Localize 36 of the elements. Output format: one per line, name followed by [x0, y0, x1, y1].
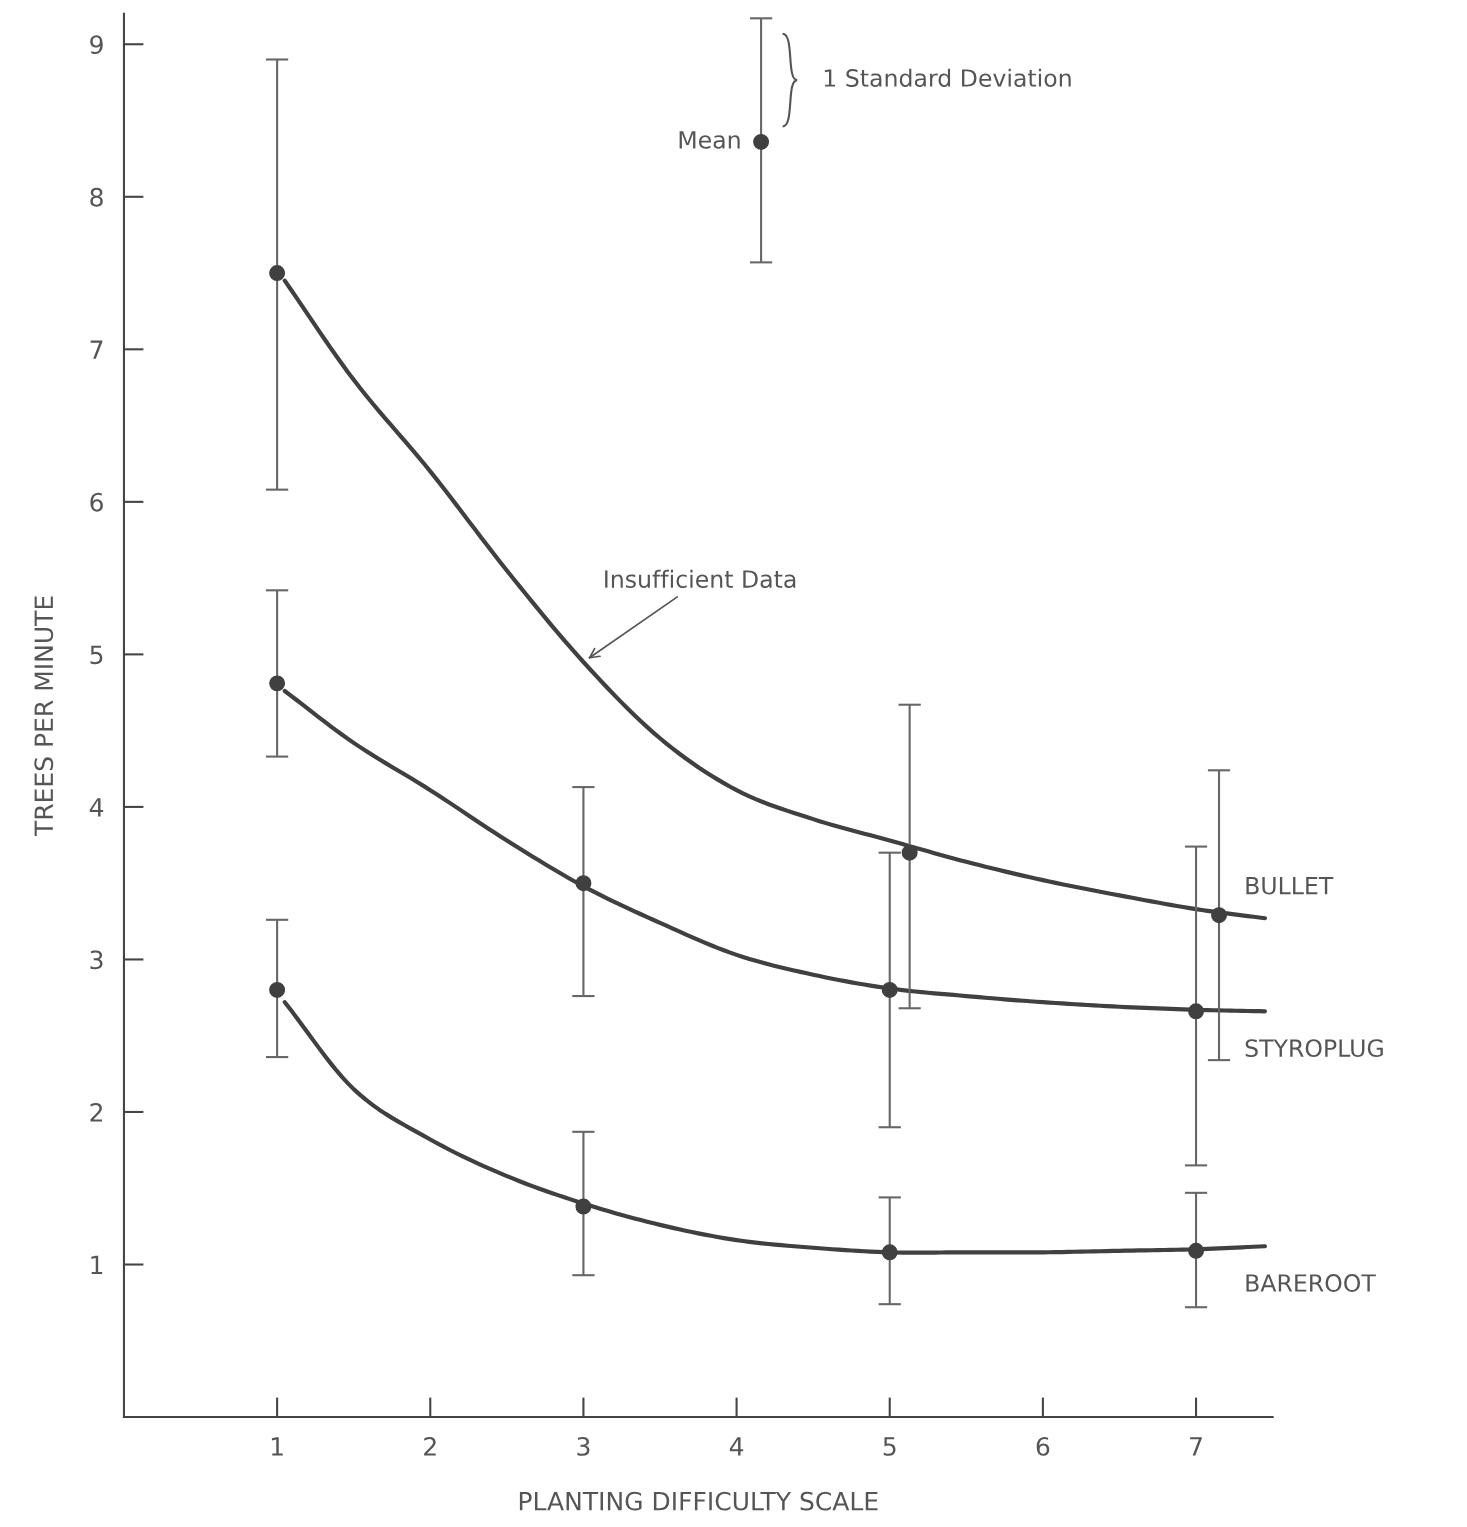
- series-label: STYROPLUG: [1245, 1039, 1383, 1058]
- series-label: BAREROOT: [1246, 1274, 1376, 1292]
- x-tick-label: 5: [883, 1437, 896, 1456]
- point: [881, 1244, 898, 1261]
- point: [881, 981, 898, 998]
- y-tick-label: 6: [90, 492, 103, 512]
- x-tick-label: 1: [271, 1437, 283, 1456]
- point: [901, 844, 918, 861]
- point: [269, 981, 286, 998]
- y-tick-label: 1: [91, 1255, 103, 1275]
- x-tick-label: 7: [1190, 1437, 1202, 1456]
- point: [753, 133, 770, 150]
- y-tick-label: 7: [90, 340, 103, 359]
- x-axis-title: PLANTING DIFFICULTY SCALE: [519, 1491, 878, 1511]
- y-tick-label: 3: [90, 950, 103, 970]
- x-tick-label: 6: [1036, 1436, 1050, 1456]
- annotation: 1 Standard Deviation: [824, 68, 1071, 87]
- x-tick-label: 3: [577, 1436, 590, 1456]
- point: [269, 675, 286, 692]
- point: [269, 265, 286, 282]
- series-label: Mean: [679, 131, 740, 149]
- point: [575, 1198, 592, 1215]
- y-tick-label: 8: [90, 187, 103, 207]
- point: [1211, 907, 1227, 924]
- y-tick-label: 5: [90, 645, 103, 665]
- point: [1188, 1003, 1205, 1020]
- y-axis-title: TREES PER MINUTE: [34, 596, 54, 837]
- y-tick-label: 2: [90, 1102, 103, 1122]
- point: [575, 875, 592, 892]
- y-tick-label: 4: [89, 798, 104, 817]
- y-tick-label: 9: [90, 35, 103, 55]
- series-label: BULLET: [1246, 877, 1334, 895]
- point: [1188, 1242, 1205, 1259]
- annotation: Insufficient Data: [605, 569, 796, 588]
- x-tick-label: 2: [424, 1436, 436, 1456]
- x-tick-label: 4: [729, 1437, 744, 1456]
